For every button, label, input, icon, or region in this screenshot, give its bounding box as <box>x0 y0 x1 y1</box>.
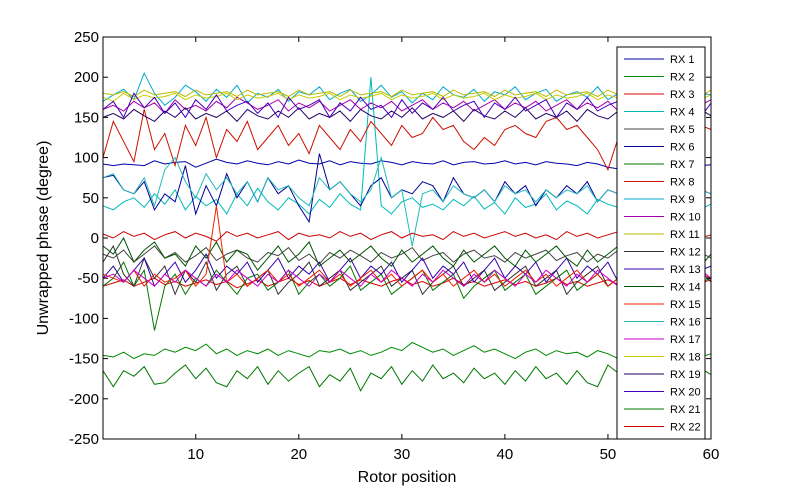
legend-label-rx-7: RX 7 <box>670 159 694 171</box>
ticks-layer: 10 20 30 40 50 60 -250 -200 -150 -100 -50 0 50 100 150… <box>69 29 719 463</box>
series-line-rx-5 <box>102 245 712 265</box>
legend-label-rx-20: RX 20 <box>670 387 701 399</box>
legend-label-rx-18: RX 18 <box>670 352 701 364</box>
y-tick-label: 250 <box>74 29 99 46</box>
y-axis-label: Unwrapped phase (degree) <box>35 141 52 336</box>
series-line-rx-11 <box>102 89 712 98</box>
y-tick-label: -50 <box>77 270 99 287</box>
x-tick-label: 40 <box>497 446 514 463</box>
series-line-rx-17 <box>102 269 712 287</box>
legend-label-rx-22: RX 22 <box>670 422 701 434</box>
series-line-rx-1 <box>102 158 712 170</box>
y-tick-label: 0 <box>91 230 99 247</box>
series-line-rx-21 <box>102 364 712 392</box>
x-tick-label: 20 <box>290 446 307 463</box>
x-tick-label: 50 <box>600 446 617 463</box>
series-line-rx-18 <box>102 92 712 102</box>
legend-label-rx-13: RX 13 <box>670 264 701 276</box>
series-line-rx-2 <box>102 341 712 360</box>
x-tick-label: 10 <box>187 446 204 463</box>
y-tick-label: 50 <box>82 190 99 207</box>
series-line-rx-8 <box>102 109 712 172</box>
legend-label-rx-6: RX 6 <box>670 142 694 154</box>
legend-label-rx-8: RX 8 <box>670 177 694 189</box>
y-tick-label: -100 <box>69 310 99 327</box>
legend-label-rx-14: RX 14 <box>670 282 701 294</box>
series-line-rx-10 <box>102 96 712 115</box>
y-tick-label: -150 <box>69 351 99 368</box>
legend-label-rx-19: RX 19 <box>670 369 701 381</box>
series-line-rx-4 <box>102 77 712 215</box>
y-tick-label: 100 <box>74 150 99 167</box>
plot-area <box>103 37 711 439</box>
legend-label-rx-1: RX 1 <box>670 54 694 66</box>
series-line-rx-3 <box>102 277 712 289</box>
series-line-rx-16 <box>102 155 712 247</box>
series-line-rx-19 <box>102 107 712 123</box>
series-line-rx-9 <box>102 71 712 106</box>
legend-label-rx-11: RX 11 <box>670 229 700 241</box>
y-tick-label: 200 <box>74 69 99 86</box>
y-tick-label: -250 <box>69 431 99 448</box>
legend-label-rx-16: RX 16 <box>670 317 701 329</box>
legend-label-rx-2: RX 2 <box>670 72 694 84</box>
legend-label-rx-17: RX 17 <box>670 334 701 346</box>
series-line-rx-20 <box>102 92 712 119</box>
legend-label-rx-9: RX 9 <box>670 194 694 206</box>
y-tick-label: -200 <box>69 391 99 408</box>
series-line-rx-22 <box>102 231 712 242</box>
x-axis-label: Rotor position <box>358 469 457 486</box>
legend-label-rx-5: RX 5 <box>670 124 694 136</box>
legend-label-rx-15: RX 15 <box>670 299 701 311</box>
legend-label-rx-12: RX 12 <box>670 247 701 259</box>
y-tick-label: 150 <box>74 109 99 126</box>
x-tick-label: 30 <box>394 446 411 463</box>
legend-label-rx-3: RX 3 <box>670 89 694 101</box>
legend-label-rx-10: RX 10 <box>670 212 701 224</box>
x-tick-label: 60 <box>703 446 720 463</box>
legend-label-rx-4: RX 4 <box>670 107 694 119</box>
series-layer <box>102 71 712 392</box>
series-line-rx-14 <box>102 236 712 272</box>
legend-label-rx-21: RX 21 <box>670 404 701 416</box>
legend: RX 1 RX 2 RX 3 RX 4 RX 5 RX 6 RX 7 RX 8 RX 9 RX 1… <box>616 46 706 440</box>
